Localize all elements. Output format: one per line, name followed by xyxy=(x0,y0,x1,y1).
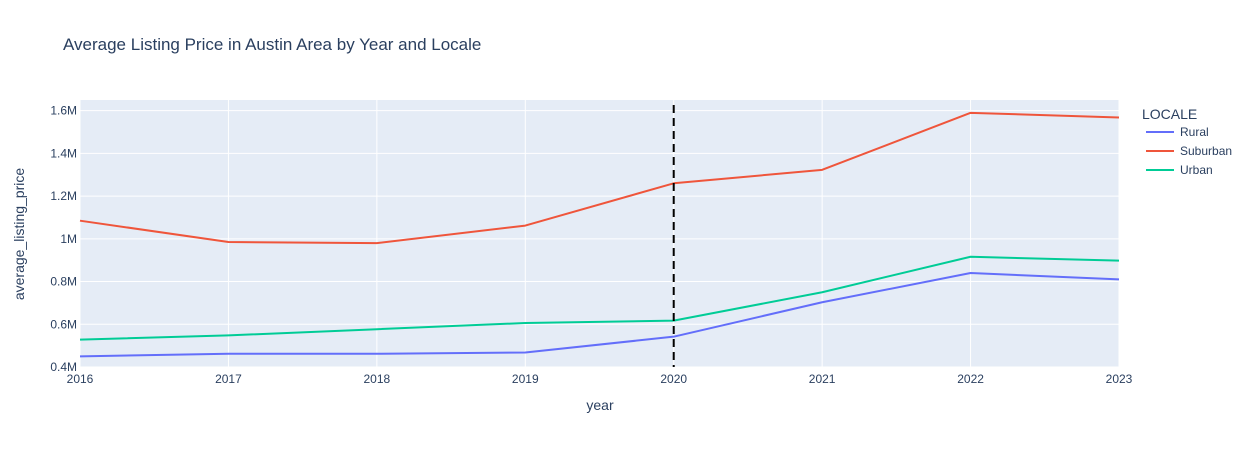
chart-title: Average Listing Price in Austin Area by … xyxy=(63,35,481,54)
y-tick-label: 1M xyxy=(60,232,77,246)
y-axis-title: average_listing_price xyxy=(11,168,27,301)
grid-lines xyxy=(79,100,1120,368)
legend-item-rural[interactable]: Rural xyxy=(1146,125,1209,139)
y-tick-label: 1.6M xyxy=(50,104,77,118)
plot-area xyxy=(80,100,1119,367)
series-line-suburban[interactable] xyxy=(79,111,1120,245)
y-axis-ticks: 0.4M 0.6M 0.8M 1M 1.2M 1.4M 1.6M xyxy=(50,104,77,374)
x-tick-label: 2020 xyxy=(660,372,687,386)
legend-label: Suburban xyxy=(1180,144,1232,158)
y-tick-label: 0.6M xyxy=(50,317,77,331)
x-tick-label: 2016 xyxy=(67,372,94,386)
y-tick-label: 0.8M xyxy=(50,275,77,289)
legend-title: LOCALE xyxy=(1142,106,1197,122)
x-tick-label: 2022 xyxy=(957,372,984,386)
legend-item-urban[interactable]: Urban xyxy=(1146,163,1213,177)
legend[interactable]: LOCALE Rural Suburban Urban xyxy=(1142,106,1232,177)
x-tick-label: 2019 xyxy=(512,372,539,386)
series-lines xyxy=(79,111,1120,358)
x-tick-label: 2017 xyxy=(215,372,242,386)
x-tick-label: 2018 xyxy=(364,372,391,386)
legend-label: Urban xyxy=(1180,163,1213,177)
y-tick-label: 1.4M xyxy=(50,146,77,160)
y-tick-label: 0.4M xyxy=(50,360,77,374)
x-axis-ticks: 2016 2017 2018 2019 2020 2021 2022 2023 xyxy=(67,372,1133,386)
y-tick-label: 1.2M xyxy=(50,189,77,203)
x-tick-label: 2021 xyxy=(809,372,836,386)
x-tick-label: 2023 xyxy=(1106,372,1133,386)
series-line-rural[interactable] xyxy=(79,272,1120,358)
series-line-urban[interactable] xyxy=(79,255,1120,341)
legend-item-suburban[interactable]: Suburban xyxy=(1146,144,1232,158)
legend-label: Rural xyxy=(1180,125,1209,139)
x-axis-title: year xyxy=(586,397,614,413)
